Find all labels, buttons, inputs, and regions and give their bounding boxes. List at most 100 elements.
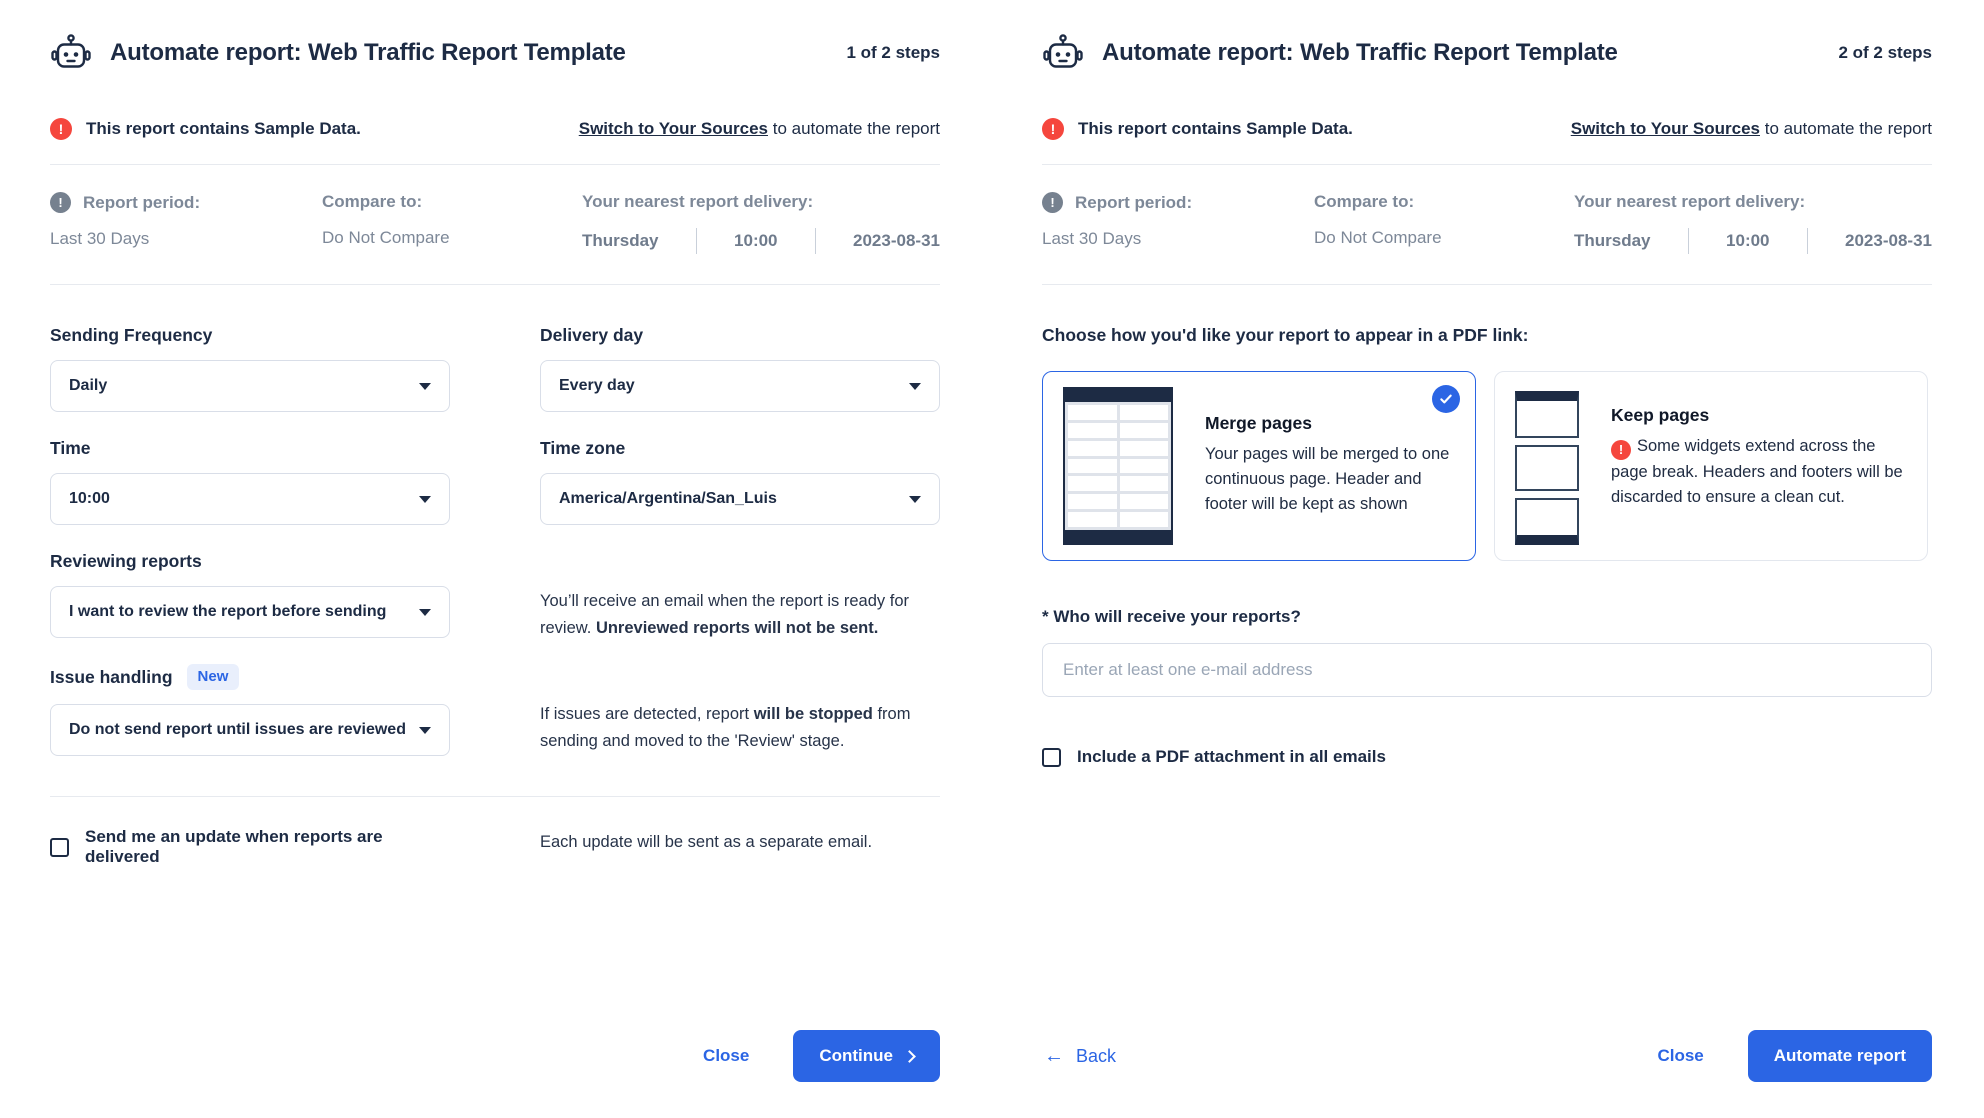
nearest-delivery-values: Thursday 10:00 2023-08-31: [1574, 228, 1932, 254]
info-icon: !: [50, 192, 71, 213]
continue-button[interactable]: Continue: [793, 1030, 940, 1082]
chevron-down-icon: [419, 726, 431, 734]
arrow-left-icon: ←: [1044, 1045, 1064, 1067]
time-zone-value: America/Argentina/San_Luis: [559, 490, 777, 507]
time-zone-field: Time zone America/Argentina/San_Luis: [540, 438, 940, 525]
reviewing-reports-note: You’ll receive an email when the report …: [540, 551, 940, 641]
time-zone-label: Time zone: [540, 438, 626, 458]
delivery-day-value: Thursday: [1574, 231, 1651, 250]
pdf-attachment-checkbox[interactable]: [1042, 747, 1061, 767]
compare-to-label: Compare to:: [322, 192, 423, 211]
nearest-delivery-label: Your nearest report delivery:: [1574, 192, 1806, 211]
time-label: Time: [50, 438, 91, 458]
automate-report-button[interactable]: Automate report: [1747, 1030, 1932, 1082]
switch-sources-link[interactable]: Switch to Your Sources: [578, 119, 768, 138]
chevron-down-icon: [909, 382, 921, 390]
switch-sources-line: Switch to Your Sources to automate the r…: [579, 119, 940, 139]
reviewing-reports-field: Reviewing reports I want to review the r…: [50, 551, 450, 638]
delivery-day-value: Every day: [559, 377, 635, 394]
pdf-attachment-label[interactable]: Include a PDF attachment in all emails: [1077, 747, 1386, 766]
update-checkbox[interactable]: [50, 837, 69, 857]
merge-pages-card[interactable]: Merge pages Your pages will be merged to…: [1042, 371, 1476, 561]
switch-sources-suffix-text: to automate the report: [772, 119, 940, 138]
page-title: Automate report: Web Traffic Report Temp…: [1102, 39, 1618, 66]
note-bold: will be stopped: [753, 705, 873, 723]
sample-data-text: This report contains Sample Data.: [1078, 119, 1353, 138]
delivery-day-select[interactable]: Every day: [540, 360, 940, 412]
pdf-choice-label: Choose how you'd like your report to app…: [1042, 325, 1529, 345]
reviewing-reports-select[interactable]: I want to review the report before sendi…: [50, 586, 450, 638]
divider: [695, 228, 697, 254]
selected-check-icon: [1432, 385, 1460, 413]
back-label: Back: [1076, 1045, 1117, 1066]
divider: [1687, 228, 1689, 254]
schedule-form: Sending Frequency Daily Delivery day Eve…: [50, 325, 940, 867]
update-checkbox-label[interactable]: Send me an update when reports are deliv…: [85, 827, 383, 866]
sample-data-message: ! This report contains Sample Data.: [1042, 118, 1353, 140]
keep-pages-icon: [1515, 387, 1579, 545]
sample-data-message: ! This report contains Sample Data.: [50, 118, 361, 140]
note-text: You’ll receive an email when the report …: [540, 592, 910, 637]
sample-data-banner: ! This report contains Sample Data. Swit…: [50, 118, 940, 140]
switch-sources-line: Switch to Your Sources to automate the r…: [1571, 119, 1932, 139]
nearest-delivery-block: Your nearest report delivery: Thursday 1…: [582, 192, 940, 254]
note-text: If issues are detected, report: [540, 705, 754, 723]
alert-icon: !: [1611, 439, 1631, 460]
compare-to-label: Compare to:: [1314, 192, 1415, 211]
info-icon: !: [1042, 192, 1063, 213]
divider: [50, 284, 940, 285]
step-indicator: 2 of 2 steps: [1838, 43, 1932, 62]
reviewing-reports-value: I want to review the report before sendi…: [69, 603, 387, 620]
automate-report-label: Automate report: [1773, 1046, 1906, 1065]
nearest-delivery-block: Your nearest report delivery: Thursday 1…: [1574, 192, 1932, 254]
time-value: 10:00: [69, 490, 110, 507]
chevron-down-icon: [419, 608, 431, 616]
delivery-day-field: Delivery day Every day: [540, 325, 940, 412]
nearest-delivery-label: Your nearest report delivery:: [582, 192, 814, 211]
time-select[interactable]: 10:00: [50, 473, 450, 525]
divider: [1042, 164, 1932, 165]
issue-handling-field: Issue handling New Do not send report un…: [50, 664, 450, 756]
recipients-label: * Who will receive your reports?: [1042, 607, 1301, 626]
issue-handling-value: Do not send report until issues are revi…: [69, 721, 406, 738]
report-period-value: Last 30 Days: [1042, 229, 1142, 248]
close-button[interactable]: Close: [703, 1046, 750, 1065]
page-title: Automate report: Web Traffic Report Temp…: [110, 39, 626, 66]
close-button[interactable]: Close: [1657, 1046, 1704, 1065]
issue-handling-select[interactable]: Do not send report until issues are revi…: [50, 704, 450, 756]
step2-footer: ← Back Close Automate report: [1044, 1030, 1932, 1082]
delivery-time-value: 10:00: [734, 231, 778, 250]
time-zone-select[interactable]: America/Argentina/San_Luis: [540, 473, 940, 525]
switch-sources-link[interactable]: Switch to Your Sources: [1570, 119, 1760, 138]
robot-icon: [50, 34, 92, 72]
recipients-input[interactable]: [1042, 643, 1932, 697]
keep-pages-description: ! Some widgets extend across the page bre…: [1611, 434, 1907, 509]
update-checkbox-row: Send me an update when reports are deliv…: [50, 827, 450, 867]
report-period-label: Report period:: [83, 192, 201, 212]
merge-pages-icon: [1063, 387, 1173, 545]
alert-icon: !: [50, 118, 72, 140]
note-suffix: from sending and moved to the 'Review' s…: [540, 705, 911, 750]
pdf-layout-options: Merge pages Your pages will be merged to…: [1042, 371, 1932, 561]
step-indicator: 1 of 2 steps: [846, 43, 940, 62]
sending-frequency-select[interactable]: Daily: [50, 360, 450, 412]
compare-to-block: Compare to: Do Not Compare: [322, 192, 582, 254]
new-badge: New: [186, 664, 240, 690]
page-footer-bar: [1065, 530, 1171, 543]
dialog-header: Automate report: Web Traffic Report Temp…: [50, 34, 940, 72]
back-button[interactable]: ← Back: [1044, 1046, 1116, 1067]
sample-data-text: This report contains Sample Data.: [86, 119, 361, 138]
alert-icon: !: [1042, 118, 1064, 140]
merge-pages-description: Your pages will be merged to one continu…: [1205, 445, 1450, 513]
delivery-day-label: Delivery day: [540, 325, 644, 345]
keep-pages-card[interactable]: Keep pages ! Some widgets extend across t…: [1494, 371, 1928, 561]
pdf-attachment-row: Include a PDF attachment in all emails: [1042, 747, 1932, 767]
compare-to-value: Do Not Compare: [322, 228, 450, 247]
report-period-block: ! Report period: Last 30 Days: [1042, 192, 1314, 254]
keep-pages-title: Keep pages: [1611, 405, 1710, 425]
issue-handling-label: Issue handling: [50, 666, 173, 687]
chevron-down-icon: [419, 382, 431, 390]
step1-footer: Close Continue: [52, 1030, 940, 1082]
time-field: Time 10:00: [50, 438, 450, 525]
